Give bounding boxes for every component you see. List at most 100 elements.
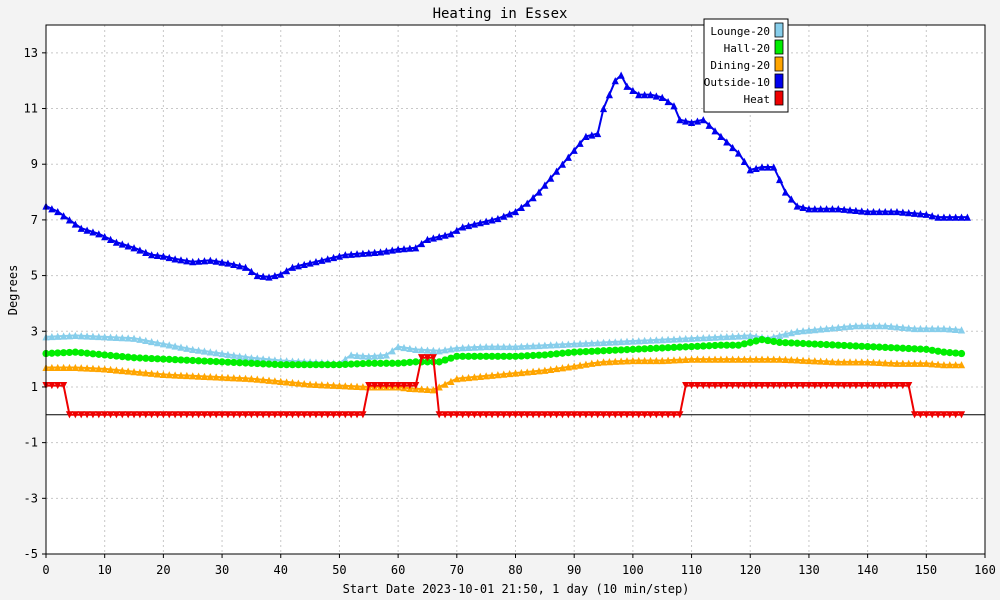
point-hall-20 bbox=[529, 351, 537, 360]
point-outside-10 bbox=[734, 149, 743, 157]
point-heat bbox=[646, 411, 655, 419]
point-hall-20 bbox=[447, 354, 455, 362]
legend-label-heat: Heat bbox=[744, 93, 771, 106]
point-outside-10 bbox=[500, 212, 508, 220]
point-hall-20 bbox=[605, 346, 614, 355]
point-heat bbox=[60, 381, 68, 390]
point-dining-20 bbox=[875, 358, 883, 367]
point-lounge-20 bbox=[470, 343, 479, 351]
point-heat bbox=[247, 411, 256, 419]
y-tick-label: 9 bbox=[31, 157, 38, 171]
point-outside-10 bbox=[758, 163, 766, 171]
point-lounge-20 bbox=[787, 329, 795, 337]
point-hall-20 bbox=[153, 355, 162, 363]
point-heat bbox=[435, 411, 443, 419]
point-hall-20 bbox=[206, 357, 214, 365]
point-dining-20 bbox=[946, 361, 954, 369]
point-hall-20 bbox=[464, 352, 473, 360]
point-heat bbox=[652, 411, 660, 419]
point-heat bbox=[359, 411, 367, 419]
point-dining-20 bbox=[318, 381, 326, 389]
point-dining-20 bbox=[547, 365, 555, 374]
point-outside-10 bbox=[764, 163, 772, 171]
point-dining-20 bbox=[588, 359, 596, 367]
point-heat bbox=[658, 411, 666, 419]
point-lounge-20 bbox=[476, 343, 484, 351]
point-outside-10 bbox=[124, 242, 132, 250]
point-lounge-20 bbox=[893, 323, 901, 331]
point-dining-20 bbox=[787, 356, 795, 364]
point-lounge-20 bbox=[77, 332, 85, 340]
point-lounge-20 bbox=[412, 345, 420, 353]
legend-label-outside-10: Outside-10 bbox=[704, 76, 770, 89]
point-hall-20 bbox=[746, 338, 754, 346]
point-outside-10 bbox=[922, 210, 930, 218]
point-hall-20 bbox=[734, 341, 743, 349]
point-lounge-20 bbox=[817, 325, 825, 333]
point-hall-20 bbox=[858, 342, 866, 350]
y-tick-label: 11 bbox=[24, 102, 38, 116]
point-outside-10 bbox=[429, 234, 437, 242]
point-lounge-20 bbox=[558, 340, 567, 348]
point-heat bbox=[910, 411, 919, 419]
point-heat bbox=[112, 411, 121, 419]
point-lounge-20 bbox=[899, 323, 907, 331]
point-dining-20 bbox=[517, 368, 525, 377]
point-heat bbox=[418, 354, 426, 362]
point-hall-20 bbox=[582, 347, 590, 356]
point-dining-20 bbox=[758, 355, 766, 363]
point-lounge-20 bbox=[629, 337, 637, 345]
point-hall-20 bbox=[646, 344, 655, 353]
point-hall-20 bbox=[118, 352, 126, 361]
series-outside-10 bbox=[42, 71, 971, 281]
point-dining-20 bbox=[529, 367, 537, 375]
point-outside-10 bbox=[576, 139, 584, 147]
point-heat bbox=[752, 381, 760, 390]
point-hall-20 bbox=[834, 341, 842, 349]
legend-swatch-lounge-20 bbox=[774, 22, 784, 38]
point-hall-20 bbox=[899, 344, 907, 352]
point-heat bbox=[470, 411, 479, 419]
point-hall-20 bbox=[435, 358, 443, 366]
point-heat bbox=[817, 381, 825, 390]
point-lounge-20 bbox=[365, 352, 373, 360]
point-dining-20 bbox=[95, 364, 103, 373]
point-lounge-20 bbox=[705, 333, 713, 341]
point-heat bbox=[136, 411, 144, 419]
point-outside-10 bbox=[746, 166, 754, 174]
point-lounge-20 bbox=[54, 332, 62, 340]
point-hall-20 bbox=[887, 344, 895, 352]
point-hall-20 bbox=[230, 358, 238, 367]
point-outside-10 bbox=[224, 259, 232, 267]
point-dining-20 bbox=[142, 369, 150, 377]
point-outside-10 bbox=[423, 235, 432, 243]
point-outside-10 bbox=[740, 157, 748, 166]
point-dining-20 bbox=[312, 380, 320, 389]
point-lounge-20 bbox=[136, 335, 144, 343]
point-heat bbox=[594, 411, 602, 419]
point-lounge-20 bbox=[341, 355, 349, 363]
point-hall-20 bbox=[194, 357, 203, 365]
point-hall-20 bbox=[382, 359, 390, 367]
point-dining-20 bbox=[347, 382, 355, 390]
point-lounge-20 bbox=[869, 322, 878, 330]
point-heat bbox=[905, 381, 913, 390]
point-lounge-20 bbox=[400, 343, 408, 352]
point-lounge-20 bbox=[488, 342, 496, 351]
point-dining-20 bbox=[324, 381, 332, 389]
point-lounge-20 bbox=[828, 324, 837, 332]
point-outside-10 bbox=[541, 181, 549, 189]
point-hall-20 bbox=[652, 344, 660, 352]
point-outside-10 bbox=[464, 221, 473, 230]
point-outside-10 bbox=[641, 91, 649, 99]
point-dining-20 bbox=[165, 371, 173, 379]
point-outside-10 bbox=[511, 207, 520, 216]
point-dining-20 bbox=[952, 361, 960, 369]
point-lounge-20 bbox=[506, 342, 514, 351]
point-dining-20 bbox=[864, 358, 872, 366]
point-dining-20 bbox=[194, 372, 203, 380]
point-hall-20 bbox=[869, 343, 878, 351]
x-tick-label: 40 bbox=[274, 563, 288, 577]
point-heat bbox=[523, 411, 531, 419]
point-heat bbox=[840, 381, 848, 390]
